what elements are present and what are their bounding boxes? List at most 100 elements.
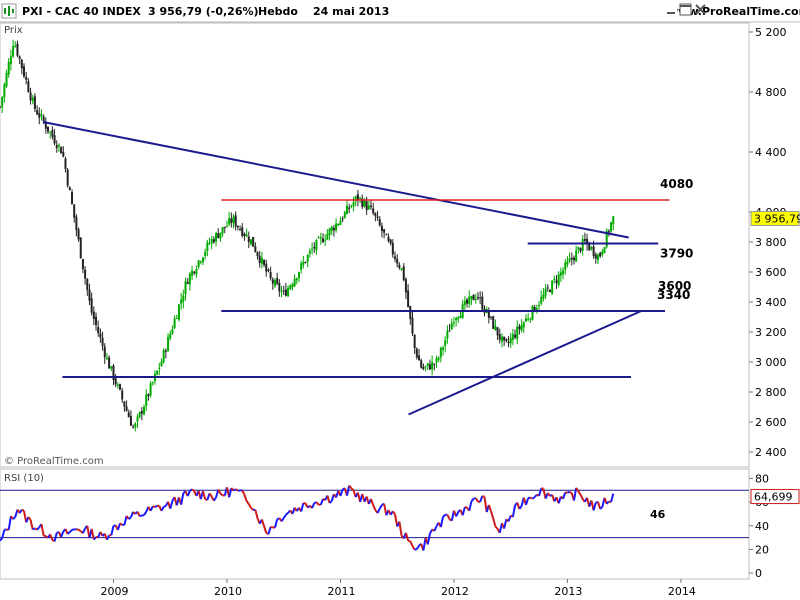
rsi-segment [69, 529, 73, 533]
trend-line[interactable] [408, 310, 642, 416]
candle-body [389, 239, 392, 244]
rsi-segment [34, 527, 38, 531]
candle-body [538, 305, 541, 307]
candle-body [151, 382, 154, 384]
rsi-segment [313, 501, 317, 505]
rsi-segment [23, 510, 28, 523]
candle-body [164, 350, 167, 352]
rsi-segment [422, 537, 427, 551]
candle-body [383, 229, 386, 233]
candle-body [424, 366, 427, 368]
candle-body [112, 365, 115, 380]
candle-body [234, 215, 237, 227]
candle-body [346, 205, 349, 214]
candle-body [90, 298, 93, 313]
rsi-segment [139, 514, 143, 518]
rsi-segment [149, 505, 154, 512]
candle-body [254, 246, 257, 252]
trend-line[interactable] [42, 121, 629, 239]
rsi-segment [217, 489, 222, 495]
candle-body [442, 347, 445, 350]
minimize-icon[interactable] [665, 4, 677, 16]
candle-body [306, 254, 309, 262]
candle-body [562, 270, 565, 275]
candle-body [212, 239, 215, 243]
rsi-segment [339, 489, 344, 497]
candle-body [363, 200, 366, 207]
candle-body [548, 290, 551, 293]
candle-body [326, 233, 329, 240]
candle-body [385, 234, 388, 236]
price-tick-label: 2 400 [755, 446, 787, 459]
candle-body [136, 416, 139, 422]
rsi-segment [60, 531, 65, 538]
rsi-segment [213, 496, 217, 502]
candle-body [575, 250, 578, 262]
candle-body [215, 233, 218, 242]
rsi-segment [123, 515, 128, 525]
candle-body [269, 272, 272, 279]
candle-body [101, 337, 104, 346]
last-rsi-label: 64,699 [754, 491, 793, 504]
candle-body [169, 333, 172, 339]
rsi-segment [1, 529, 6, 539]
candle-body [92, 311, 95, 319]
candle-body [138, 412, 141, 417]
candle-body [208, 243, 211, 245]
candle-body [507, 342, 510, 344]
candle-body [42, 116, 45, 122]
rsi-segment [78, 528, 82, 532]
rsi-segment [433, 525, 438, 532]
candle-body [370, 205, 373, 208]
candle-body [103, 346, 106, 358]
candle-body [524, 318, 527, 322]
candle-body [167, 336, 170, 352]
rsi-segment [186, 490, 191, 497]
candle-body [503, 336, 506, 341]
candle-body [586, 238, 589, 245]
candle-body [258, 255, 261, 263]
rsi-segment [274, 519, 279, 528]
candle-body [374, 213, 377, 217]
candle-body [413, 334, 416, 349]
x-tick-label: 2011 [327, 585, 355, 598]
rsi-segment [267, 526, 272, 535]
candle-body [156, 370, 159, 375]
candle-body [145, 394, 148, 407]
candle-body [29, 92, 32, 101]
rsi-segment [241, 489, 246, 496]
level-annotation: 4080 [660, 177, 693, 191]
candle-body [236, 225, 239, 228]
candle-body [455, 318, 458, 321]
rsi-line [0, 484, 615, 551]
candle-body [81, 259, 84, 270]
rsi-segment [208, 492, 213, 498]
x-tick-label: 2013 [554, 585, 582, 598]
rsi-segment [599, 506, 604, 510]
candle-body [249, 239, 252, 245]
candle-body [9, 56, 12, 64]
candle-body [396, 258, 399, 264]
rsi-segment [191, 488, 195, 492]
candle-body [437, 357, 440, 360]
candle-body [359, 197, 362, 199]
candle-body [84, 269, 87, 279]
candle-body [601, 251, 604, 255]
date-label: 24 mai 2013 [313, 5, 389, 18]
candle-body [527, 318, 530, 320]
candle-body [459, 315, 462, 318]
last-price-label: 3 956,79 [754, 212, 800, 225]
rsi-segment [346, 485, 351, 496]
price-tick-label: 5 200 [755, 26, 787, 39]
candle-body [555, 280, 558, 283]
candle-body [361, 198, 364, 207]
close-icon[interactable] [695, 4, 706, 15]
candle-body [463, 301, 466, 305]
candle-body [49, 131, 52, 133]
candle-body [315, 239, 318, 251]
candle-body [114, 378, 117, 385]
candle-body [420, 360, 423, 368]
maximize-icon[interactable] [679, 3, 692, 16]
candle-body [239, 229, 242, 231]
